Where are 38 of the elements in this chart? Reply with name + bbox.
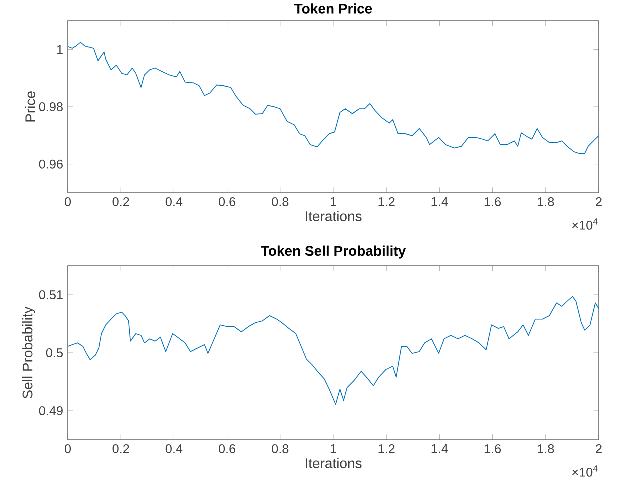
chart-title: Token Price — [294, 4, 372, 14]
x-tick-label: 0.2 — [112, 197, 130, 206]
x-tick-label: 1.6 — [484, 197, 502, 206]
x-tick-label: 2 — [596, 444, 602, 454]
x-tick-label: 0 — [64, 197, 72, 206]
x-tick-label: 1 — [330, 197, 336, 206]
line-series — [68, 296, 600, 406]
chart-title: Token Sell Probability — [261, 246, 406, 259]
x-axis-title: Iterations — [306, 211, 362, 222]
x-tick-label: 1.8 — [538, 444, 554, 454]
y-axis-title: Price — [25, 92, 36, 122]
x-tick-label: 1.2 — [378, 197, 395, 206]
y-tick-label: 0.51 — [39, 290, 63, 300]
x-tick-label: 1.6 — [484, 444, 502, 454]
y-tick-label: 0.5 — [46, 348, 63, 358]
x-tick-label: 0 — [64, 444, 72, 454]
x-tick-label: 0.8 — [272, 197, 289, 206]
x-tick-label: 0.6 — [219, 444, 236, 454]
y-tick-label: 0.49 — [39, 406, 63, 416]
line-series — [68, 42, 600, 154]
x-tick-label: 1.4 — [432, 197, 448, 206]
x-tick-label: 0.6 — [219, 197, 236, 206]
x-tick-label: 2 — [596, 197, 602, 206]
x-tick-label: 0.4 — [166, 197, 183, 206]
x-tick-label: 1.8 — [538, 197, 554, 206]
y-axis-title: Sell Probability — [22, 306, 36, 399]
y-tick-label: 0.98 — [39, 102, 63, 112]
y-tick-label: 1 — [57, 45, 63, 54]
y-tick-label: 0.96 — [39, 160, 63, 169]
x-tick-label: 1 — [330, 444, 336, 454]
x-tick-label: 1.4 — [432, 444, 448, 454]
x-tick-label: 1.2 — [378, 444, 395, 454]
x-tick-label: 0.8 — [272, 444, 289, 454]
x-axis-title: Iterations — [306, 458, 362, 468]
text: ×10$^{4}$ — [572, 466, 598, 477]
text: ×10$^{4}$ — [572, 218, 598, 230]
x-tick-label: 0.2 — [112, 444, 130, 454]
x-tick-label: 0.4 — [166, 444, 183, 454]
